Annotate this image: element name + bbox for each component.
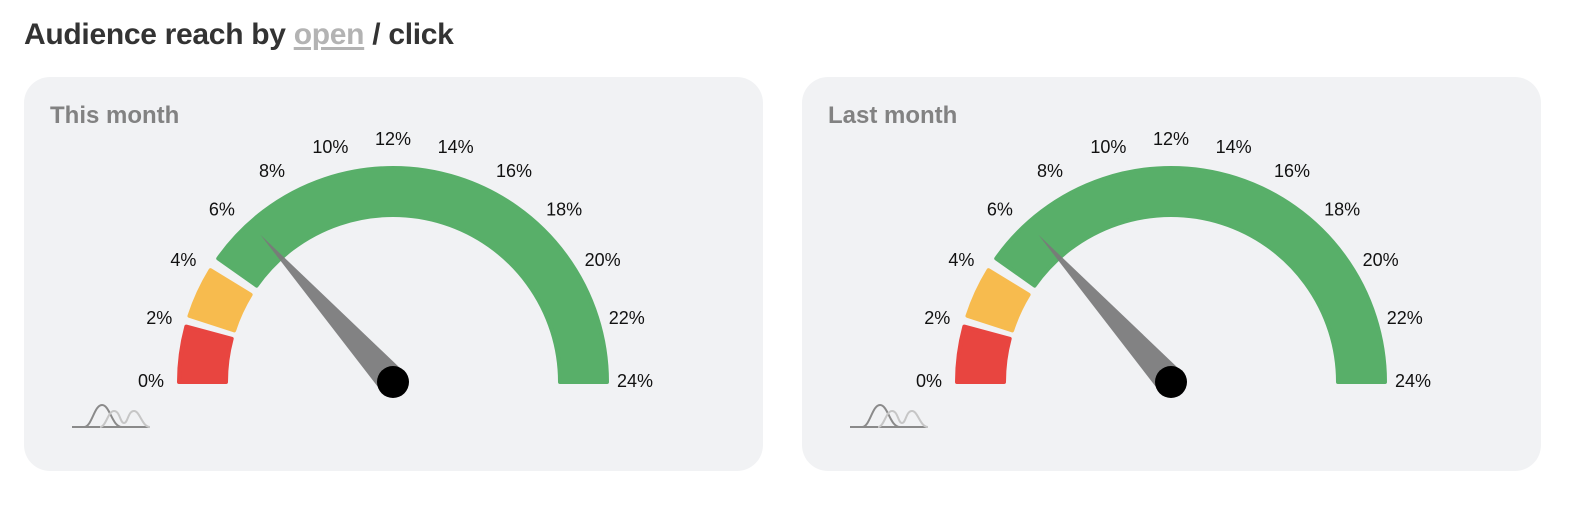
gauge-tick-label: 16% (496, 161, 532, 181)
card-title: This month (50, 102, 180, 129)
gauge-tick-label: 10% (312, 137, 348, 157)
distribution-curve-icon[interactable] (848, 401, 930, 429)
gauge-tick-label: 14% (438, 137, 474, 157)
metric-toggle-click[interactable]: click (388, 18, 454, 51)
title-prefix: Audience reach by (24, 18, 286, 51)
gauge-tick-label: 6% (209, 200, 235, 220)
distribution-curve-icon[interactable] (70, 401, 152, 429)
gauge-needle (260, 234, 405, 393)
gauge-card-last-month: Last month 0% 2% 4% 6% 8% 10% 12% 14% 16% 18% 20% 2… (802, 77, 1541, 471)
gauge-band-high (994, 166, 1387, 384)
gauge-band-medium (187, 268, 253, 333)
gauge-tick-label: 10% (1090, 137, 1126, 157)
gauge-card-this-month: This month 0% 2% 4% 6% 8% 10% 12% 14% 16% 18% 20% 2… (24, 77, 763, 471)
gauge-band-medium (965, 268, 1031, 333)
title-separator: / (372, 18, 381, 51)
gauge-tick-label: 4% (948, 250, 974, 270)
card-title: Last month (828, 102, 958, 129)
gauge-tick-label: 2% (924, 308, 950, 328)
gauge-tick-label: 6% (987, 200, 1013, 220)
gauge-chart: 0% 2% 4% 6% 8% 10% 12% 14% 16% 18% 20% 22% 24% (138, 129, 653, 398)
gauge-tick-label: 12% (375, 129, 411, 149)
gauge-tick-label: 8% (259, 161, 285, 181)
gauge-tick-label: 16% (1274, 161, 1310, 181)
gauge-chart: 0% 2% 4% 6% 8% 10% 12% 14% 16% 18% 20% 22% 24% (916, 129, 1431, 398)
gauge-tick-label: 18% (1324, 200, 1360, 220)
gauge-tick-label: 12% (1153, 129, 1189, 149)
gauge-tick-label: 20% (1363, 250, 1399, 270)
gauge-tick-label: 8% (1037, 161, 1063, 181)
metric-toggle-open[interactable]: open (293, 18, 365, 51)
gauge-tick-label: 22% (1387, 308, 1423, 328)
gauge-tick-label: 14% (1216, 137, 1252, 157)
gauge-needle-hub (377, 366, 409, 398)
gauge-tick-label: 4% (170, 250, 196, 270)
gauge-tick-label: 2% (146, 308, 172, 328)
gauge-band-low (177, 324, 234, 384)
gauge-band-low (955, 324, 1012, 384)
gauge-tick-label: 0% (916, 371, 942, 391)
gauge-tick-label: 24% (617, 371, 653, 391)
gauge-tick-label: 20% (585, 250, 621, 270)
gauge-needle-hub (1155, 366, 1187, 398)
gauge-tick-label: 0% (138, 371, 164, 391)
gauge-tick-label: 18% (546, 200, 582, 220)
gauge-needle (1038, 234, 1183, 393)
page-title: Audience reach by open / click (24, 18, 454, 52)
gauge-band-high (216, 166, 609, 384)
gauge-tick-label: 22% (609, 308, 645, 328)
gauge-tick-label: 24% (1395, 371, 1431, 391)
